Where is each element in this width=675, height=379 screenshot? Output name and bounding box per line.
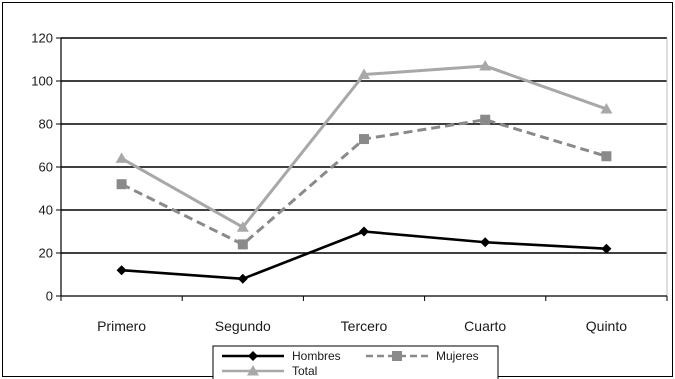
data-point-diamond xyxy=(116,265,127,276)
x-tick-label: Quinto xyxy=(586,318,627,334)
axes: 0 20 40 60 80 100 120 Primero Segundo Tercero Cuar… xyxy=(31,31,668,334)
data-point-square xyxy=(116,179,127,190)
data-point-square xyxy=(237,239,248,250)
series-mujeres xyxy=(116,114,612,250)
data-point-triangle xyxy=(600,102,613,114)
legend-label: Total xyxy=(292,364,317,378)
data-point-triangle xyxy=(247,365,259,376)
y-tick-label: 60 xyxy=(39,160,53,175)
y-tick-label: 120 xyxy=(31,31,53,46)
data-point-triangle xyxy=(236,221,249,232)
x-tick-label: Tercero xyxy=(341,318,388,334)
data-point-diamond xyxy=(601,243,612,254)
data-point-triangle xyxy=(479,59,492,71)
legend-label: Hombres xyxy=(292,349,341,363)
data-point-diamond xyxy=(237,273,248,284)
data-point-diamond xyxy=(248,351,258,361)
y-tick-label: 0 xyxy=(46,289,53,304)
x-tick-label: Cuarto xyxy=(464,318,506,334)
y-tick-label: 40 xyxy=(39,203,53,218)
series-hombres xyxy=(116,226,612,284)
legend-label: Mujeres xyxy=(436,349,479,363)
data-point-triangle xyxy=(358,68,370,80)
data-point-square xyxy=(480,114,491,125)
gridlines xyxy=(61,37,667,254)
legend-item-total: Total xyxy=(222,364,317,378)
legend-box xyxy=(212,345,499,379)
data-point-diamond xyxy=(359,226,369,237)
y-tick-label: 100 xyxy=(31,74,53,89)
data-point-square xyxy=(392,351,402,361)
series-group xyxy=(115,59,613,284)
series-total xyxy=(115,59,613,232)
data-point-square xyxy=(359,134,369,145)
data-point-diamond xyxy=(480,237,491,248)
data-point-triangle xyxy=(115,152,128,163)
x-tick-label: Primero xyxy=(97,318,146,334)
y-tick-label: 20 xyxy=(39,246,53,261)
data-point-square xyxy=(601,151,612,162)
legend: Hombres Mujeres Total xyxy=(212,345,499,379)
x-tick-label: Segundo xyxy=(215,318,271,334)
legend-item-hombres: Hombres xyxy=(222,349,341,363)
legend-item-mujeres: Mujeres xyxy=(366,349,479,363)
y-tick-label: 80 xyxy=(39,117,53,132)
